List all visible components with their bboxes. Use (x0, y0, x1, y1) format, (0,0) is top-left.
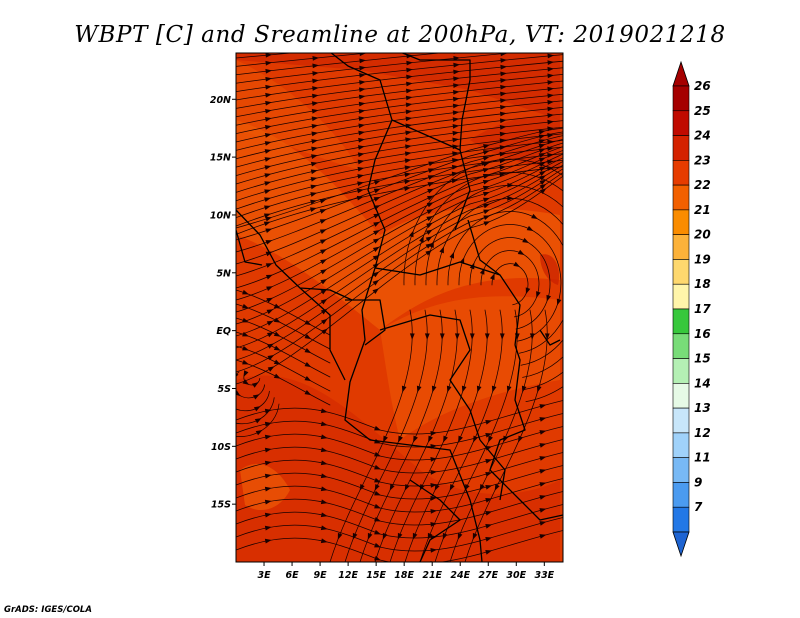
colorbar-swatch (672, 209, 690, 235)
colorbar-swatch (672, 407, 690, 434)
colorbar-swatch (672, 85, 690, 112)
lat-tick-label: 10N (210, 210, 231, 221)
latitude-axis: 20N 15N 10N 5N EQ 5S 10S 15S (210, 95, 236, 511)
colorbar-swatch (672, 110, 690, 136)
lat-tick-label: 10S (211, 442, 231, 453)
colorbar-label: 26 (694, 79, 711, 93)
colorbar-label: 12 (694, 426, 711, 440)
map-title: WBPT [C] and Sreamline at 200hPa, VT: 20… (74, 22, 726, 48)
colorbar-swatch (672, 259, 690, 285)
lat-tick-label: EQ (216, 326, 231, 337)
lat-tick-label: 5S (218, 384, 232, 395)
map-frame (235, 52, 564, 563)
colorbar-label: 20 (694, 228, 711, 242)
map-panel: 20N 15N 10N 5N EQ 5S 10S 15S 3E 6E 9E 12E 15E 18E 21E… (210, 52, 564, 581)
colorbar-bottom-arrow (672, 531, 690, 558)
lat-tick-label: 5N (216, 268, 231, 279)
colorbar-label: 21 (694, 203, 711, 217)
colorbar-label: 14 (694, 376, 711, 390)
lon-tick-label: 30E (506, 570, 526, 581)
colorbar-swatch (672, 457, 690, 483)
colorbar-swatch (672, 333, 690, 359)
lon-tick-label: 6E (286, 570, 300, 581)
wbpt-field-patches (236, 53, 560, 562)
lon-tick-label: 9E (314, 570, 328, 581)
grads-credit: GrADS: IGES/COLA (4, 605, 92, 615)
lat-tick-label: 15N (210, 153, 231, 164)
colorbar-swatch (672, 283, 690, 310)
colorbar-swatch (672, 482, 690, 508)
lon-tick-label: 3E (257, 570, 271, 581)
lon-tick-label: 18E (394, 570, 414, 581)
colorbar-swatch (672, 308, 690, 335)
colorbar-label: 22 (694, 178, 711, 192)
lon-tick-label: 24E (450, 570, 470, 581)
lon-tick-label: 12E (338, 570, 358, 581)
lon-tick-label: 21E (422, 570, 442, 581)
colorbar-label: 17 (694, 302, 711, 316)
colorbar-swatch (672, 506, 690, 533)
colorbar-label: 15 (694, 352, 711, 366)
colorbar-swatch (672, 432, 690, 458)
colorbar-swatch (672, 184, 690, 211)
colorbar-label: 24 (694, 129, 711, 143)
colorbar: 26 25 24 23 22 21 20 19 18 17 16 15 14 13 12 11 9 7 (672, 60, 711, 558)
country-borders (236, 53, 563, 562)
colorbar-label: 25 (694, 104, 711, 118)
colorbar-label: 13 (694, 401, 711, 415)
lat-tick-label: 15S (211, 500, 231, 511)
colorbar-top-arrow (672, 60, 690, 87)
colorbar-label: 16 (694, 327, 711, 341)
colorbar-label: 9 (694, 475, 702, 489)
colorbar-label: 23 (694, 153, 711, 167)
colorbar-label: 18 (694, 277, 711, 291)
colorbar-label: 7 (694, 500, 703, 514)
colorbar-swatch (672, 234, 690, 260)
colorbar-swatch (672, 135, 690, 161)
colorbar-swatch (672, 383, 690, 409)
colorbar-label: 11 (694, 451, 711, 465)
longitude-axis: 3E 6E 9E 12E 15E 18E 21E 24E 27E 30E 33E (257, 562, 555, 581)
colorbar-label: 19 (694, 252, 711, 266)
colorbar-swatch (672, 358, 690, 384)
lon-tick-label: 27E (478, 570, 498, 581)
colorbar-swatch (672, 160, 690, 186)
lon-tick-label: 15E (366, 570, 386, 581)
lon-tick-label: 33E (534, 570, 554, 581)
lat-tick-label: 20N (210, 95, 231, 106)
streamline-arrows (236, 53, 562, 562)
